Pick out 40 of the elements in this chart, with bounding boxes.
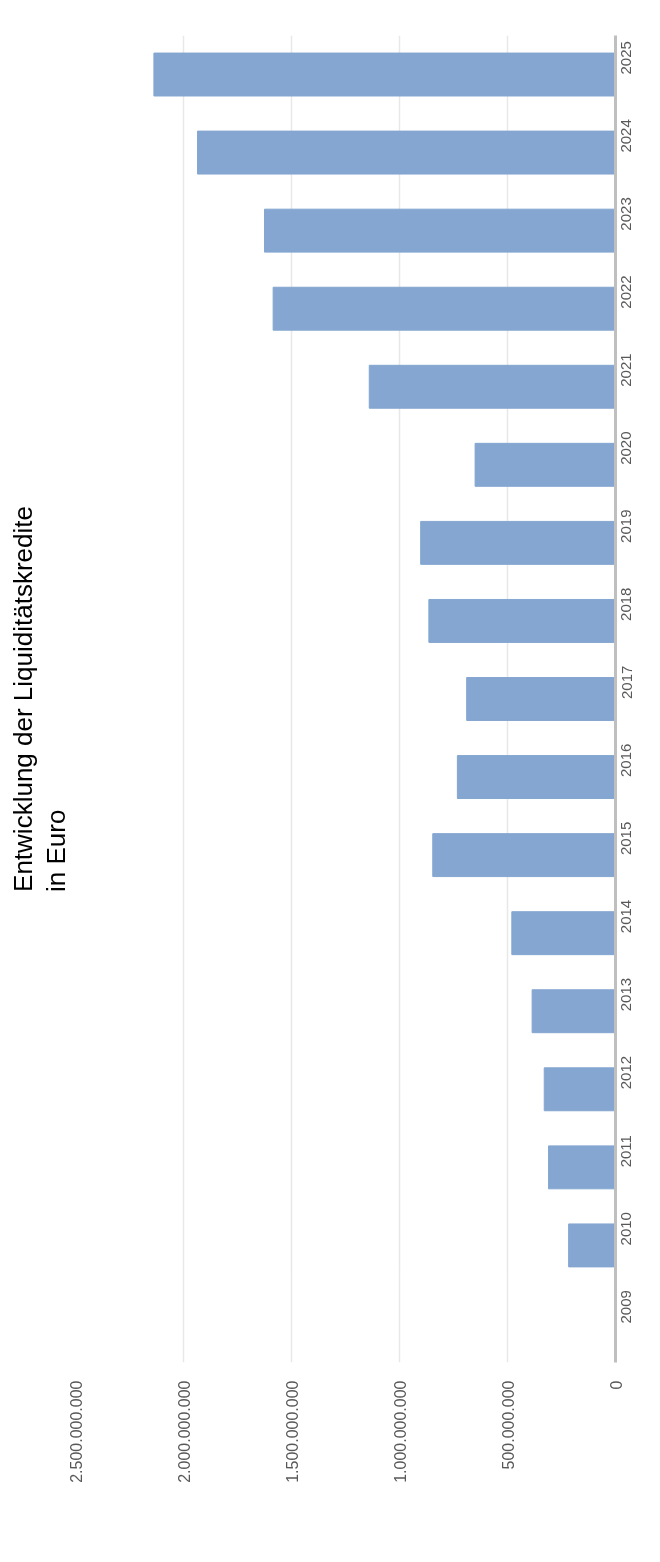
y-tick-label: 2015 bbox=[617, 821, 635, 856]
x-tick-label: 2.500.000.000 bbox=[67, 1380, 85, 1483]
y-tick-label: 2024 bbox=[617, 119, 635, 153]
bar bbox=[456, 755, 616, 800]
x-tick-label: 1.500.000.000 bbox=[283, 1380, 301, 1483]
y-tick-label: 2009 bbox=[617, 1290, 635, 1324]
x-tick-label: 500.000.000 bbox=[499, 1380, 517, 1470]
y-tick-label: 2017 bbox=[617, 665, 635, 699]
y-tick-label: 2021 bbox=[617, 353, 635, 387]
y-tick-label: 2020 bbox=[617, 431, 635, 465]
y-tick-label: 2018 bbox=[617, 587, 635, 621]
y-tick-label: 2014 bbox=[617, 899, 635, 934]
bar bbox=[197, 130, 616, 175]
y-tick-label: 2019 bbox=[617, 509, 635, 543]
bar bbox=[428, 598, 616, 643]
y-tick-label: 2022 bbox=[617, 275, 635, 309]
text: Entwicklung der Liquiditätskredite in Euro bbox=[7, 506, 71, 892]
bar bbox=[511, 911, 616, 956]
bar bbox=[531, 989, 616, 1034]
bar bbox=[153, 52, 616, 97]
x-tick-label: 1.000.000.000 bbox=[391, 1380, 409, 1483]
y-tick-label: 2025 bbox=[617, 41, 635, 75]
bar bbox=[568, 1223, 616, 1268]
y-tick-label: 2010 bbox=[617, 1212, 635, 1246]
y-tick-label: 2016 bbox=[617, 743, 635, 778]
y-tick-label: 2012 bbox=[617, 1055, 635, 1090]
bar bbox=[543, 1067, 616, 1112]
bar bbox=[368, 364, 616, 409]
bar bbox=[264, 208, 616, 253]
y-tick-label: 2011 bbox=[617, 1135, 635, 1168]
bar bbox=[474, 442, 616, 487]
x-tick-label: 0 bbox=[607, 1380, 625, 1390]
x-tick-label: 2.000.000.000 bbox=[175, 1380, 193, 1483]
bar bbox=[420, 520, 616, 565]
bar bbox=[272, 286, 616, 331]
bar bbox=[548, 1145, 616, 1190]
y-tick-label: 2023 bbox=[617, 197, 635, 231]
bar bbox=[466, 677, 616, 721]
bar bbox=[432, 833, 616, 878]
y-tick-label: 2013 bbox=[617, 977, 635, 1012]
